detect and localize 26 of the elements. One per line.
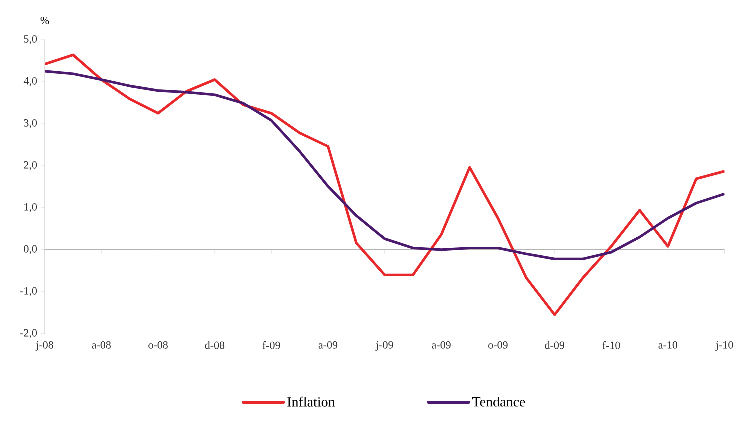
y-tick-label: 0,0 xyxy=(24,245,38,254)
line-series xyxy=(44,70,725,261)
y-tick-label: 2,0 xyxy=(24,162,38,171)
legend-label: Tendance xyxy=(472,397,526,407)
y-tick-label: 3,0 xyxy=(24,120,38,129)
y-tick-label: 1,0 xyxy=(24,204,38,212)
y-tick-label: 4,0 xyxy=(24,78,38,87)
x-tick-label: j-10 xyxy=(716,342,734,352)
x-tick-label: f-09 xyxy=(262,341,280,350)
x-tick-label: d-08 xyxy=(205,342,225,350)
y-axis-title: % xyxy=(40,17,50,25)
x-tick-label: a-09 xyxy=(432,342,451,349)
x-tick-label: j-09 xyxy=(376,342,394,352)
x-tick-label: o-08 xyxy=(148,342,168,349)
x-tick-label: a-09 xyxy=(318,342,338,349)
y-tick-label: -1,0 xyxy=(20,287,38,296)
y-tick-label: 5,0 xyxy=(24,36,38,45)
y-tick-label: -2,0 xyxy=(20,329,38,338)
x-tick-label: d-09 xyxy=(545,342,564,350)
x-tick-label: a-10 xyxy=(658,342,678,349)
line-series xyxy=(44,54,725,316)
x-tick-label: a-08 xyxy=(92,342,111,349)
x-tick-label: f-10 xyxy=(602,341,620,350)
x-tick-label: j-08 xyxy=(36,342,54,352)
legend-label: Inflation xyxy=(288,396,336,407)
x-tick-label: o-09 xyxy=(488,342,508,349)
